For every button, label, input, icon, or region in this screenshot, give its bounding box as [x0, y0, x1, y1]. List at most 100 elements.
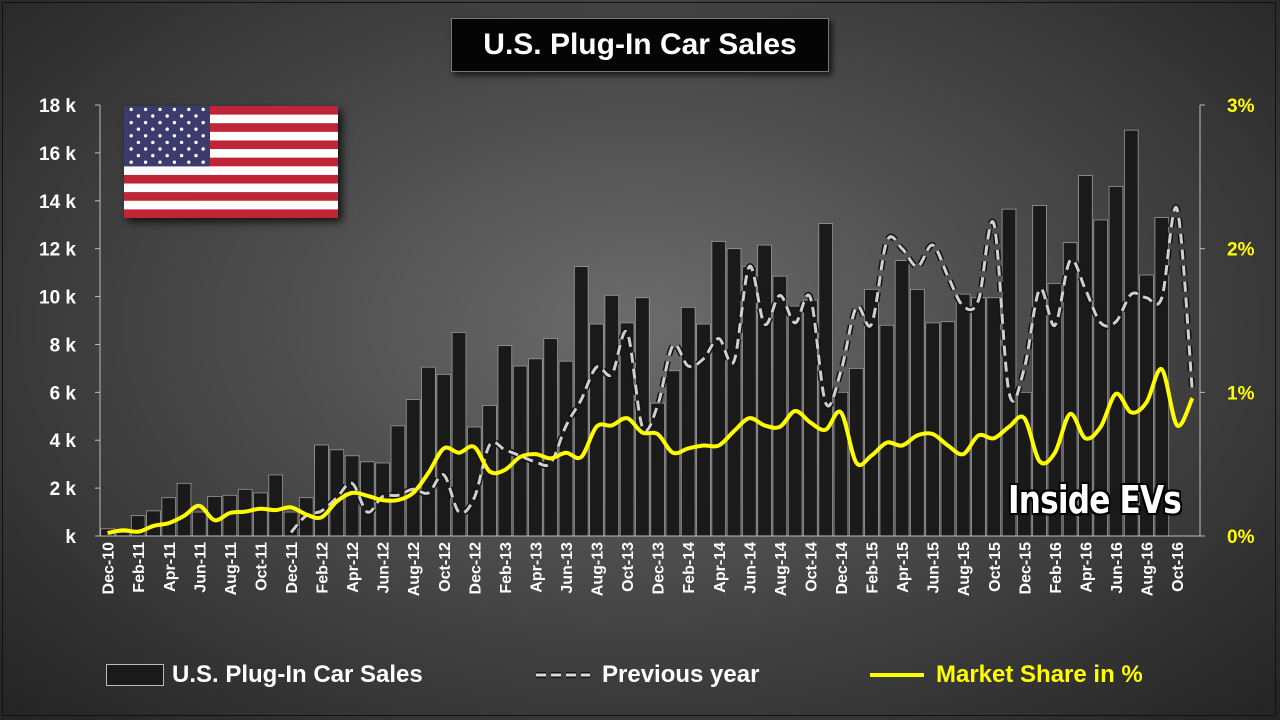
bar-series-sales: [100, 129, 1170, 537]
x-tick-label: Oct-11: [253, 542, 270, 591]
x-tick-label: Apr-12: [345, 542, 362, 593]
y-tick-label: 10 k: [39, 288, 76, 309]
bar-Sep-14: [787, 305, 803, 537]
x-tick-label: Apr-13: [528, 542, 545, 593]
bar-Aug-15: [955, 293, 971, 537]
chart-legend: U.S. Plug-In Car Sales Previous year Mar…: [0, 654, 1280, 696]
bar-Apr-14: [711, 241, 727, 537]
bar-Mar-15: [879, 324, 895, 537]
x-tick-label: Dec-15: [1017, 542, 1034, 595]
x-tick-label: Oct-16: [1170, 542, 1187, 592]
y-axis-right-ticks: 0% 1% 2% 3%: [1200, 96, 1255, 548]
x-tick-label: Feb-13: [498, 542, 515, 594]
x-tick-label: Apr-16: [1078, 542, 1095, 593]
x-tick-label: Aug-15: [956, 542, 973, 596]
legend-label-previous-year: Previous year: [602, 661, 760, 688]
y-tick-label: 8 k: [50, 335, 77, 356]
x-tick-label: Jun-11: [192, 542, 209, 593]
legend-swatch-yellow-line: [870, 673, 924, 677]
bar-Dec-13: [650, 402, 665, 537]
x-tick-label: Feb-12: [315, 542, 332, 594]
legend-label-sales: U.S. Plug-In Car Sales: [172, 661, 423, 688]
x-tick-label: Oct-14: [803, 542, 820, 592]
bar-Feb-13: [497, 345, 513, 537]
chart-title: U.S. Plug-In Car Sales: [451, 18, 829, 72]
bar-Jul-12: [390, 425, 406, 537]
y-tick-label: k: [65, 527, 76, 548]
legend-item-market-share: Market Share in %: [868, 654, 1143, 696]
bar-Apr-13: [528, 358, 543, 537]
y-tick-label: 12 k: [39, 240, 76, 261]
y-tick-label: 2 k: [50, 479, 77, 500]
y2-tick-label: 2%: [1227, 240, 1255, 261]
legend-label-market-share: Market Share in %: [936, 661, 1143, 688]
bar-Feb-12: [314, 444, 329, 537]
bar-Oct-15: [986, 297, 1002, 537]
x-tick-label: Aug-12: [406, 542, 423, 596]
bar-Oct-11: [253, 492, 268, 537]
x-tick-label: Oct-12: [437, 542, 454, 592]
bar-Nov-11: [268, 474, 283, 537]
x-tick-label: Aug-11: [223, 542, 240, 595]
y2-tick-label: 3%: [1227, 96, 1255, 117]
bar-Apr-11: [161, 497, 177, 537]
bar-Jun-11: [192, 511, 207, 537]
bar-Apr-15: [894, 260, 910, 537]
previous-year-line: [289, 205, 1194, 534]
bar-May-13: [543, 338, 558, 537]
x-tick-label: Aug-13: [590, 542, 607, 596]
x-tick-label: Apr-14: [712, 542, 729, 593]
bar-Jun-15: [925, 322, 940, 537]
line-series-previous-year: [288, 204, 1196, 535]
x-tick-label: Dec-14: [834, 542, 851, 595]
bar-May-14: [726, 248, 742, 537]
x-tick-label: Aug-14: [773, 542, 790, 596]
x-tick-label: Jun-14: [742, 542, 759, 594]
bar-Jul-14: [757, 244, 772, 537]
x-tick-label: Apr-15: [895, 542, 912, 593]
x-tick-label: Dec-12: [467, 542, 484, 595]
x-tick-label: Oct-13: [620, 542, 637, 592]
y-tick-label: 6 k: [50, 383, 77, 404]
axes: [99, 105, 1201, 537]
x-tick-label: Feb-14: [681, 542, 698, 594]
bar-Jun-13: [558, 360, 574, 537]
bar-Sep-15: [971, 297, 986, 537]
bar-Feb-14: [680, 306, 696, 537]
x-tick-label: Dec-10: [101, 542, 118, 595]
x-tick-label: Apr-11: [162, 542, 179, 592]
y2-tick-label: 1%: [1227, 383, 1255, 404]
x-tick-label: Jun-15: [926, 542, 943, 594]
market-share-line: [107, 367, 1195, 536]
inside-evs-watermark: Inside EVs: [1008, 478, 1182, 522]
us-flag-icon: [124, 106, 338, 219]
bar-Jul-15: [940, 321, 956, 537]
x-tick-label: Jun-16: [1109, 542, 1126, 594]
legend-item-sales: U.S. Plug-In Car Sales: [106, 654, 423, 696]
legend-swatch-dashed: [536, 672, 590, 678]
x-axis-ticks: Dec-10 Feb-11 Apr-11 Jun-11 Aug-11 Oct-11 Dec-…: [101, 542, 1187, 596]
bar-Jul-16: [1123, 129, 1139, 537]
y-tick-label: 4 k: [50, 431, 77, 452]
bar-Jan-11: [115, 532, 131, 537]
y-tick-label: 16 k: [39, 144, 76, 165]
bar-Sep-13: [604, 294, 620, 537]
y2-tick-label: 0%: [1227, 527, 1255, 548]
y-axis-left-ticks: k 2 k 4 k 6 k 8 k 10 k 12 k 14 k 16 k 18 k: [39, 96, 100, 548]
bar-Mar-14: [696, 323, 711, 537]
x-tick-label: Dec-11: [284, 542, 301, 594]
y-tick-label: 18 k: [39, 96, 76, 117]
line-series-market-share: [107, 367, 1195, 536]
bar-Aug-12: [405, 399, 421, 537]
x-tick-label: Jun-13: [559, 542, 576, 594]
bar-Aug-14: [772, 275, 788, 537]
x-tick-label: Jun-12: [376, 542, 393, 594]
x-tick-label: Oct-15: [987, 542, 1004, 592]
legend-item-previous-year: Previous year: [534, 654, 759, 696]
x-tick-label: Feb-16: [1048, 542, 1065, 594]
x-tick-label: Aug-16: [1140, 542, 1157, 596]
y-tick-label: 14 k: [39, 192, 76, 213]
bar-Sep-12: [421, 366, 436, 537]
